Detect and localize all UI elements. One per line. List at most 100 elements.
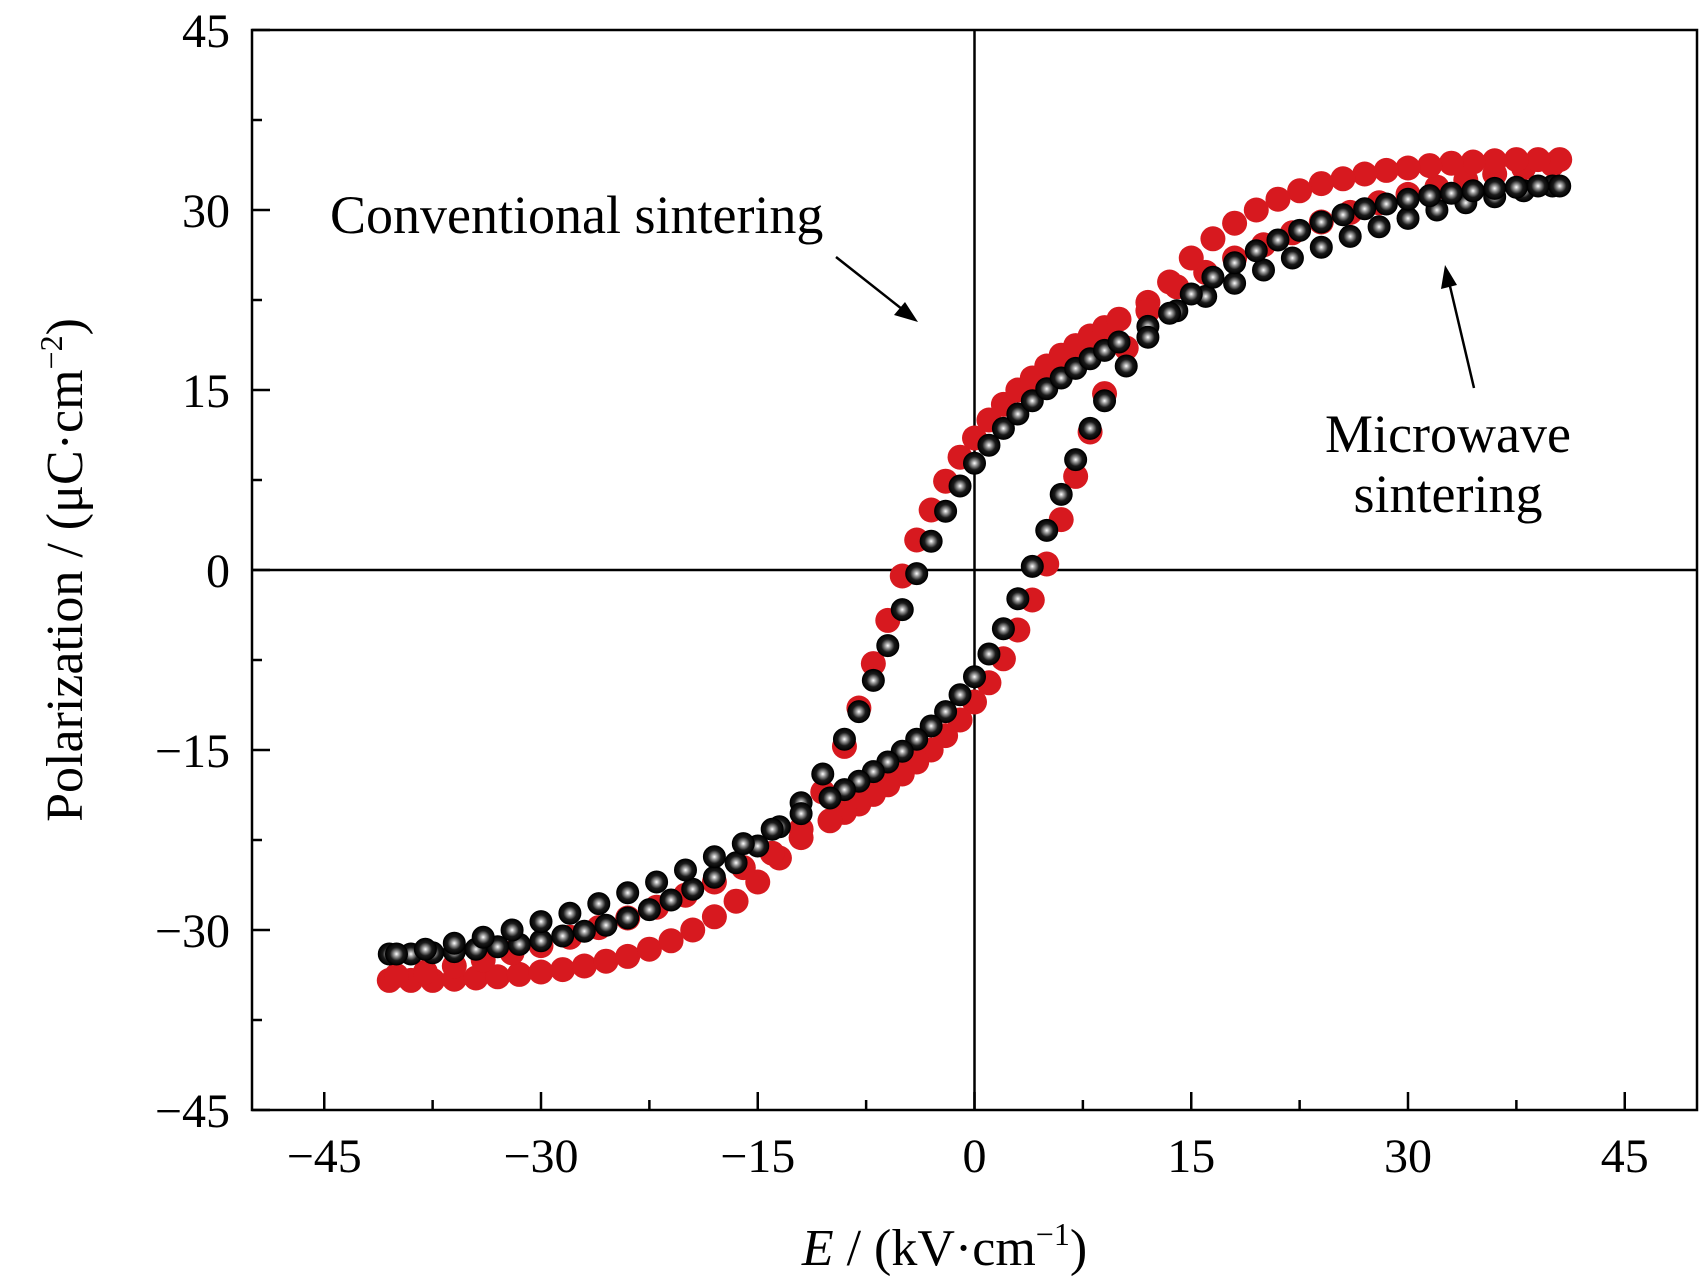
data-point-conventional bbox=[1287, 178, 1313, 204]
data-point-microwave bbox=[789, 802, 813, 826]
data-point-microwave bbox=[413, 937, 437, 961]
data-point-conventional bbox=[788, 825, 814, 851]
data-point-conventional bbox=[1525, 147, 1551, 173]
data-point-microwave bbox=[832, 727, 856, 751]
y-axis-label-close: ) bbox=[37, 318, 94, 335]
data-point-conventional bbox=[1063, 463, 1089, 489]
data-point-conventional bbox=[1330, 166, 1356, 192]
data-point-microwave bbox=[1483, 176, 1507, 200]
data-point-microwave bbox=[1280, 246, 1304, 270]
data-point-microwave bbox=[637, 898, 661, 922]
data-point-microwave bbox=[1331, 203, 1355, 227]
x-tick-label: −30 bbox=[503, 1130, 578, 1183]
data-point-microwave bbox=[1367, 215, 1391, 239]
data-point-conventional bbox=[1178, 245, 1204, 271]
x-tick-label: 30 bbox=[1384, 1130, 1432, 1183]
data-point-microwave bbox=[811, 762, 835, 786]
data-point-conventional bbox=[701, 904, 727, 930]
data-point-microwave bbox=[1288, 218, 1312, 242]
data-point-conventional bbox=[1200, 226, 1226, 252]
arrow-conventional-head bbox=[894, 302, 918, 322]
data-point-conventional bbox=[1438, 150, 1464, 176]
y-axis-label-sup: −2 bbox=[33, 335, 69, 369]
data-point-conventional bbox=[658, 928, 684, 954]
data-point-microwave bbox=[905, 562, 929, 586]
y-tick-label: 45 bbox=[182, 5, 230, 58]
data-point-conventional bbox=[593, 948, 619, 974]
data-point-microwave bbox=[471, 925, 495, 949]
data-point-microwave bbox=[616, 906, 640, 930]
data-point-conventional bbox=[1547, 147, 1573, 173]
data-point-microwave bbox=[948, 683, 972, 707]
data-point-conventional bbox=[636, 936, 662, 962]
data-point-microwave bbox=[500, 918, 524, 942]
arrow-conventional-line bbox=[835, 256, 908, 314]
data-point-microwave bbox=[934, 499, 958, 523]
data-series bbox=[376, 147, 1573, 993]
y-tick-label: 30 bbox=[182, 185, 230, 238]
data-point-microwave bbox=[1309, 210, 1333, 234]
y-tick-label: −45 bbox=[155, 1085, 230, 1138]
x-axis-label-symbol: E bbox=[801, 1220, 834, 1277]
data-point-conventional bbox=[1373, 157, 1399, 183]
x-tick-label: −15 bbox=[720, 1130, 795, 1183]
data-point-conventional bbox=[1503, 147, 1529, 173]
data-point-microwave bbox=[876, 634, 900, 658]
data-point-microwave bbox=[1093, 389, 1117, 413]
data-point-microwave bbox=[991, 416, 1015, 440]
x-axis-label-unit: / (kV·cm bbox=[834, 1220, 1036, 1277]
data-point-microwave bbox=[1396, 187, 1420, 211]
data-point-microwave bbox=[1223, 251, 1247, 275]
data-point-conventional bbox=[1460, 149, 1486, 175]
data-point-microwave bbox=[1418, 184, 1442, 208]
data-point-microwave bbox=[1006, 587, 1030, 611]
data-point-microwave bbox=[890, 598, 914, 622]
axis-ticks: −45 −30 −15 0 15 30 45 −45 −30 −15 0 15 30 45 bbox=[155, 5, 1649, 1183]
x-axis-label-close: ) bbox=[1070, 1220, 1087, 1277]
data-point-microwave bbox=[1064, 448, 1088, 472]
data-point-microwave bbox=[1309, 235, 1333, 259]
data-point-conventional bbox=[1352, 161, 1378, 187]
data-point-microwave bbox=[1179, 282, 1203, 306]
data-point-microwave bbox=[1078, 416, 1102, 440]
data-point-microwave bbox=[572, 919, 596, 943]
data-point-conventional bbox=[615, 943, 641, 969]
data-point-microwave bbox=[919, 529, 943, 553]
data-point-microwave bbox=[1266, 228, 1290, 252]
data-point-conventional bbox=[384, 963, 409, 989]
axis-labels: E / (kV·cm−1)Polarization / (μC·cm−2) bbox=[33, 318, 1087, 1277]
data-point-microwave bbox=[948, 474, 972, 498]
data-point-microwave bbox=[760, 817, 784, 841]
annotation-microwave-line1: Microwave bbox=[1325, 404, 1571, 464]
data-point-conventional bbox=[412, 959, 438, 985]
data-point-microwave bbox=[702, 845, 726, 869]
x-axis-label-sup: −1 bbox=[1036, 1216, 1070, 1252]
data-point-conventional bbox=[1243, 197, 1269, 223]
data-point-microwave bbox=[818, 786, 842, 810]
data-point-microwave bbox=[645, 870, 669, 894]
data-point-conventional bbox=[1265, 186, 1291, 212]
data-point-microwave bbox=[977, 642, 1001, 666]
data-point-conventional bbox=[1157, 269, 1183, 295]
data-point-conventional bbox=[1222, 210, 1248, 236]
data-point-microwave bbox=[385, 942, 408, 966]
data-point-microwave bbox=[442, 931, 466, 955]
data-point-microwave bbox=[1461, 179, 1485, 203]
data-point-conventional bbox=[1395, 155, 1421, 181]
data-point-microwave bbox=[1244, 239, 1268, 263]
data-point-microwave bbox=[1136, 325, 1160, 349]
data-point-microwave bbox=[1338, 224, 1362, 248]
data-point-microwave bbox=[1107, 330, 1131, 354]
x-tick-label: 15 bbox=[1167, 1130, 1215, 1183]
data-point-microwave bbox=[1548, 174, 1572, 198]
data-point-microwave bbox=[1035, 518, 1059, 542]
data-point-conventional bbox=[1417, 153, 1443, 179]
data-point-microwave bbox=[1252, 258, 1275, 282]
data-point-microwave bbox=[1114, 354, 1138, 378]
data-point-microwave bbox=[977, 433, 1001, 457]
series-microwave bbox=[377, 174, 1572, 966]
data-point-microwave bbox=[1353, 197, 1377, 221]
y-tick-label: 15 bbox=[182, 365, 230, 418]
data-point-conventional bbox=[485, 964, 511, 990]
